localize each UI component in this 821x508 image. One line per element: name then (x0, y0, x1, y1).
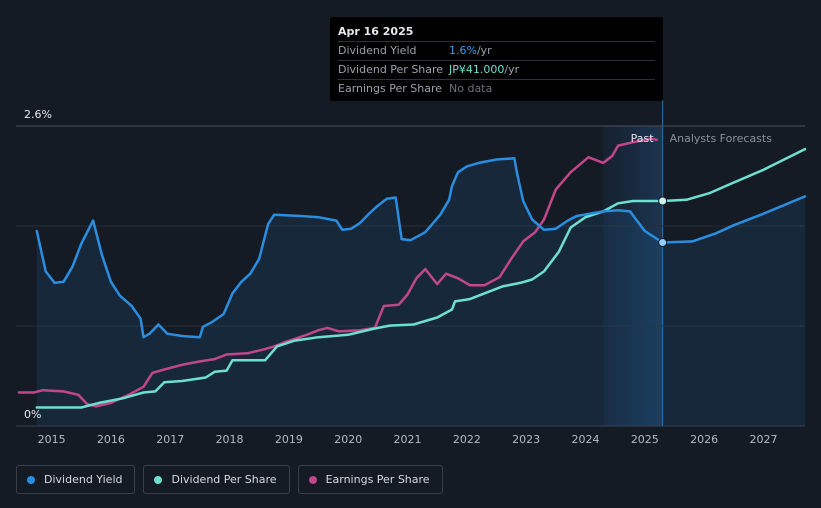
tooltip-row-unit: /yr (476, 44, 492, 57)
tooltip-row-value: JP¥41.000 (449, 63, 505, 76)
legend-dot-icon (27, 475, 35, 484)
tooltip-row-label: Earnings Per Share (338, 82, 443, 95)
x-tick-label: 2026 (690, 433, 718, 446)
forecast-label: Analysts Forecasts (670, 132, 773, 145)
tooltip-row-dividend-per-share: Dividend Per Share JP¥41.000 /yr (338, 61, 655, 80)
tooltip-row-label: Dividend Yield (338, 44, 417, 57)
legend-dot-icon (154, 475, 163, 484)
tooltip-row-earnings-per-share: Earnings Per Share No data (338, 80, 655, 98)
today-markers (658, 196, 668, 248)
legend-label: Dividend Per Share (171, 473, 277, 486)
x-tick-label: 2024 (572, 433, 600, 446)
tooltip-row-dividend-yield: Dividend Yield 1.6% /yr (338, 42, 655, 61)
x-tick-label: 2017 (156, 433, 184, 446)
past-label: Past (631, 132, 655, 145)
today-marker (658, 196, 668, 206)
legend-item-dividend-per-share[interactable]: Dividend Per Share (143, 465, 290, 494)
tooltip-row-label: Dividend Per Share (338, 63, 444, 76)
x-tick-label: 2025 (631, 433, 659, 446)
y-tick-label: 0% (24, 408, 41, 421)
x-tick-label: 2021 (394, 433, 422, 446)
tooltip-row-unit: /yr (504, 63, 520, 76)
x-tick-label: 2020 (334, 433, 362, 446)
x-tick-label: 2018 (216, 433, 244, 446)
y-tick-label: 2.6% (24, 108, 52, 121)
x-tick-labels: 2015 2016 2017 2018 2019 2020 2021 2022 2023 2024… (38, 433, 778, 446)
dividend-yield-line (35, 157, 807, 339)
x-tick-label: 2027 (749, 433, 777, 446)
legend-item-earnings-per-share[interactable]: Earnings Per Share (297, 465, 443, 494)
tooltip: Apr 16 2025 Dividend Yield 1.6% /yr Divi… (330, 17, 663, 101)
y-tick-labels: 2.6% 0% (24, 108, 52, 421)
legend: Dividend Yield Dividend Per Share Earnin… (16, 465, 451, 494)
x-tick-label: 2015 (38, 433, 66, 446)
x-tick-label: 2016 (97, 433, 125, 446)
gridlines (16, 125, 805, 327)
legend-label: Dividend Yield (44, 473, 123, 486)
forecast-highlight-band (603, 126, 663, 426)
legend-dot-icon (308, 475, 317, 484)
dividend-per-share-line (35, 147, 807, 409)
x-tick-label: 2023 (512, 433, 540, 446)
today-marker (658, 238, 668, 248)
dividend-yield-area (36, 158, 806, 427)
legend-item-dividend-yield[interactable]: Dividend Yield (16, 465, 136, 494)
tooltip-date: Apr 16 2025 (338, 23, 655, 42)
tooltip-row-value: 1.6% (449, 44, 477, 57)
legend-label: Earnings Per Share (325, 473, 430, 486)
tooltip-row-value: No data (449, 82, 493, 95)
x-tick-label: 2022 (453, 433, 481, 446)
x-tick-label: 2019 (275, 433, 303, 446)
